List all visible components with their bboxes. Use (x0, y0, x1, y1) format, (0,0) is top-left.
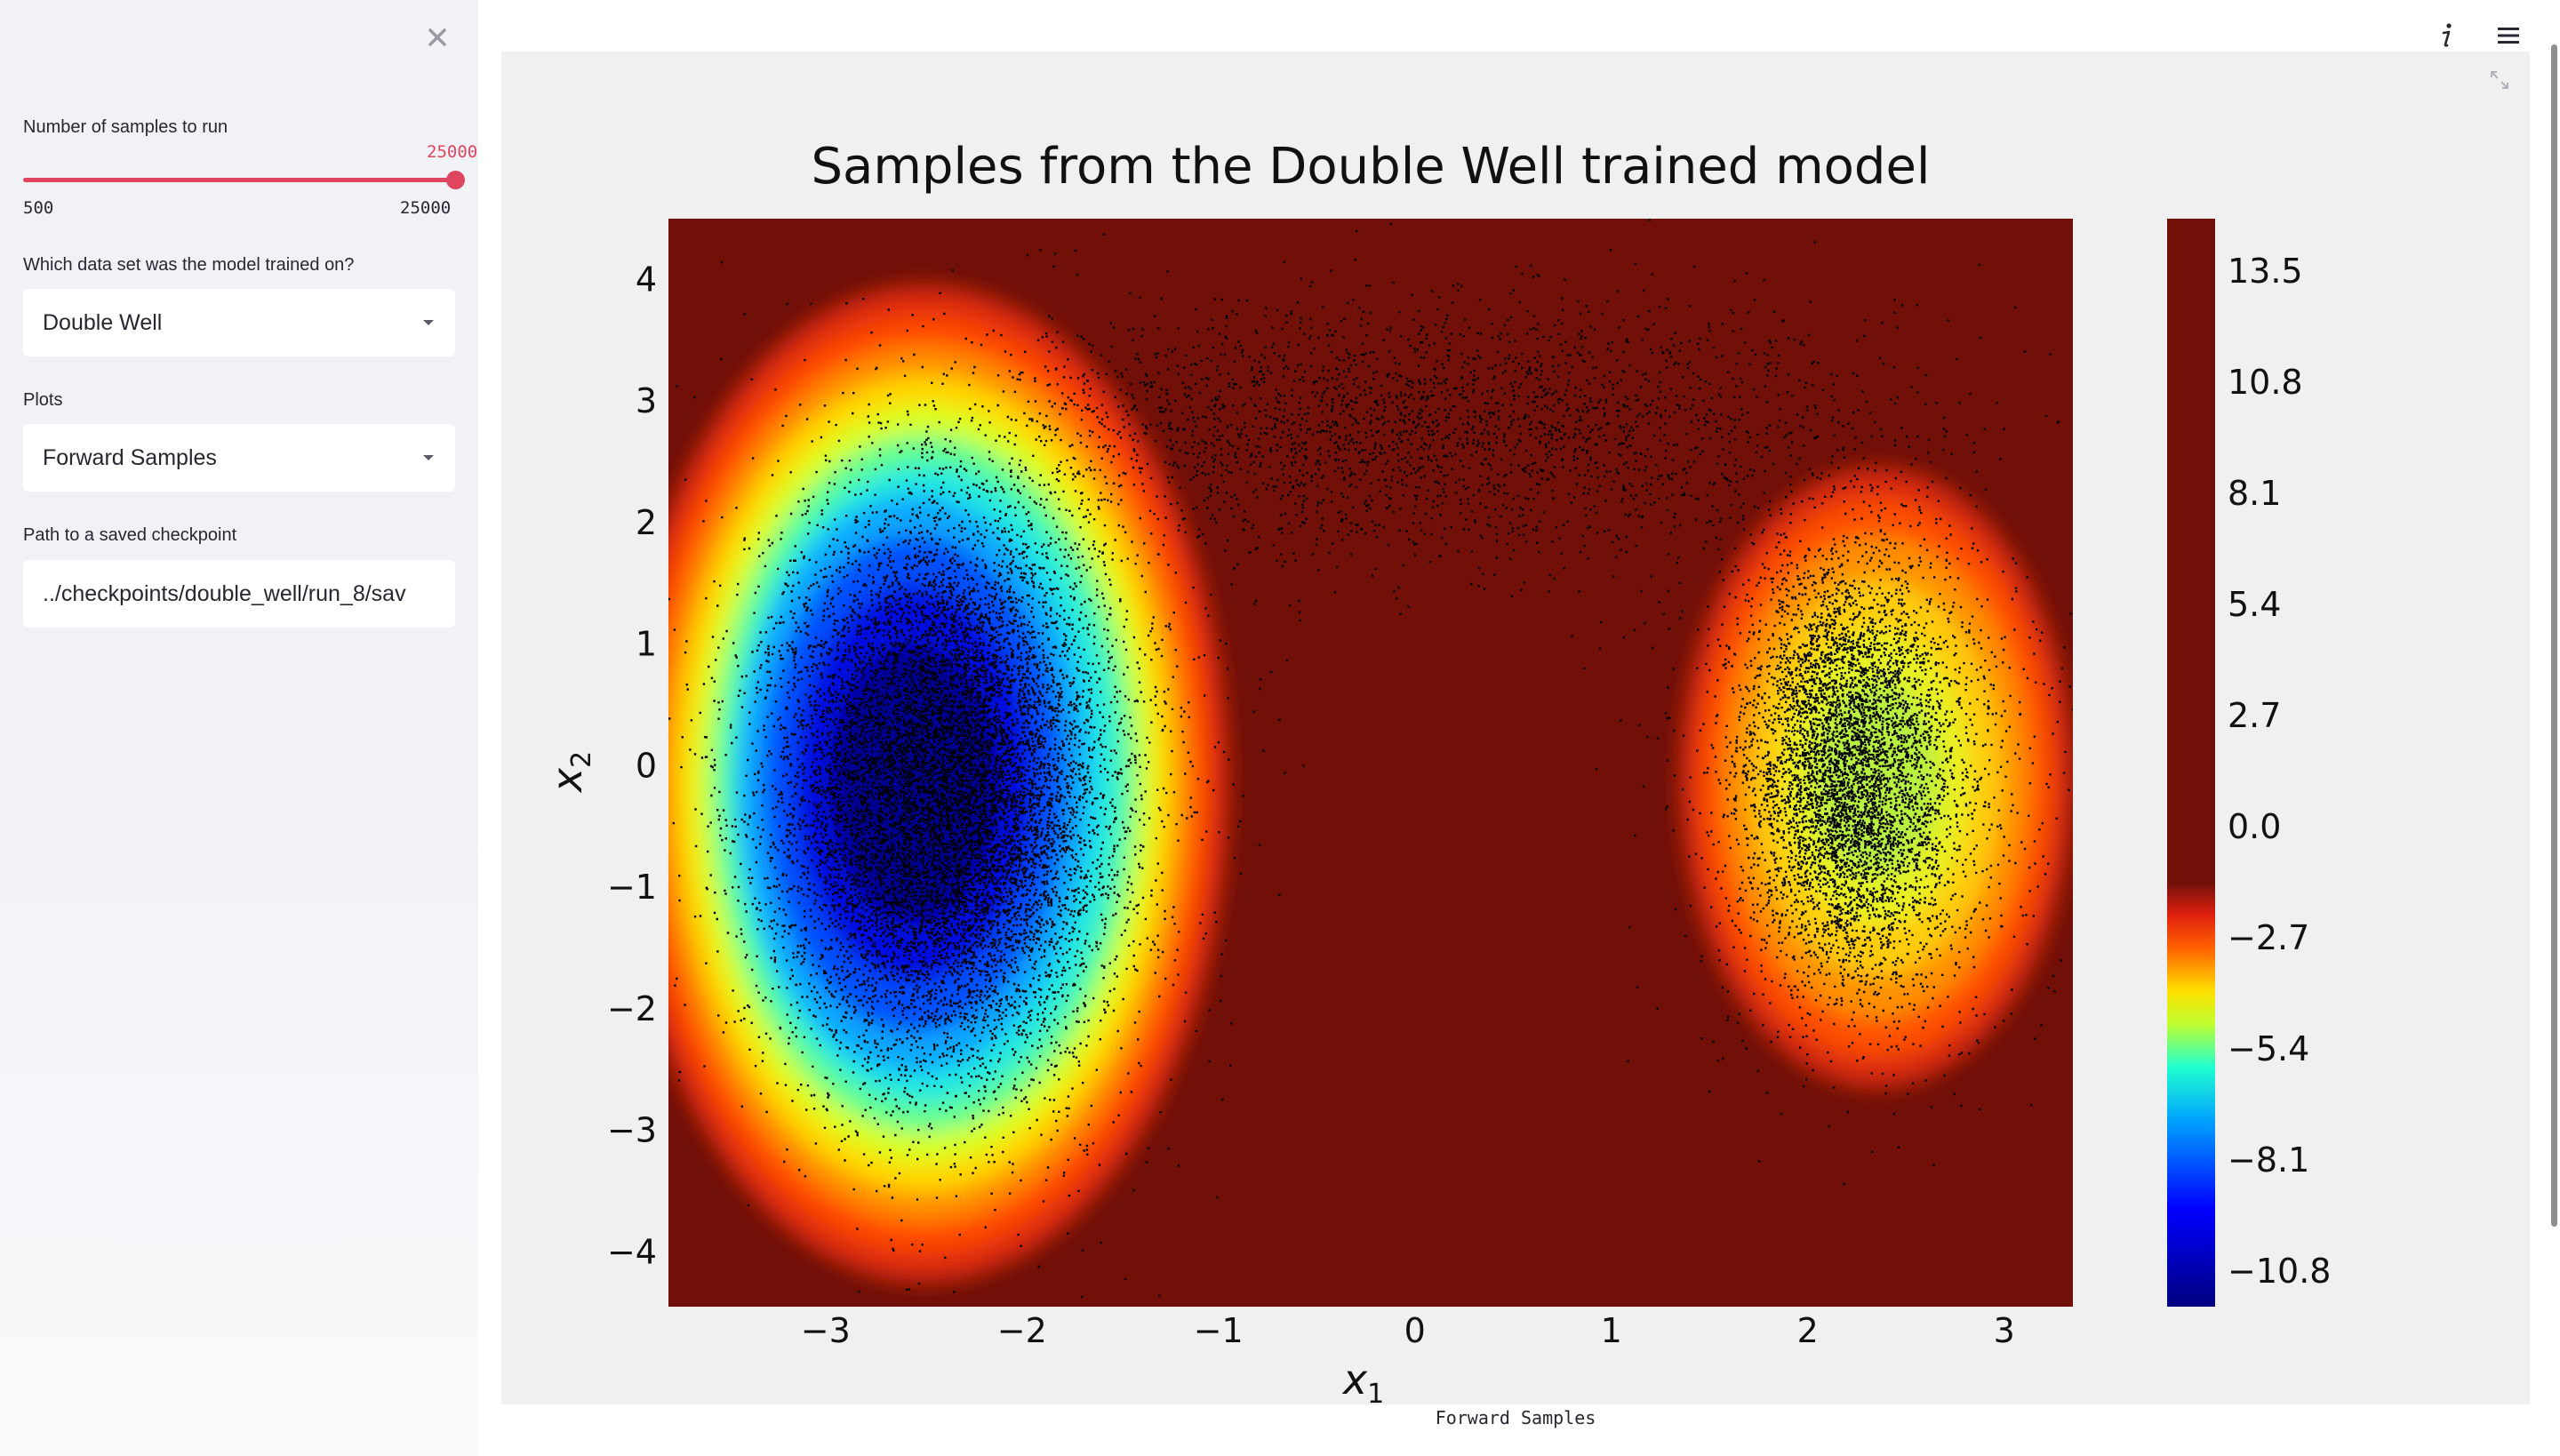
chevron-down-icon (423, 320, 434, 325)
colorbar-ticks: 13.5 10.8 8.1 5.4 2.7 0.0 −2.7 −5.4 −8.1 −10.8 (2228, 252, 2331, 1291)
samples-slider-track[interactable] (23, 178, 455, 182)
y-axis-ticks: −4 −3 −2 −1 0 1 2 3 4 (607, 260, 657, 1271)
y-tick-label: −1 (607, 868, 657, 907)
chart-title: Samples from the Double Well trained mod… (812, 138, 1931, 196)
colorbar-tick-label: 10.8 (2228, 363, 2303, 402)
x-axis-ticks: −3 −2 −1 0 1 2 3 (801, 1311, 2015, 1350)
info-icon (2442, 23, 2452, 47)
x-tick-label: 1 (1601, 1311, 1622, 1350)
dataset-select-value: Double Well (43, 309, 163, 335)
y-axis-label-sub: 2 (566, 751, 597, 768)
chevron-down-icon (423, 455, 434, 460)
figure-container: Samples from the Double Well trained mod… (501, 52, 2530, 1410)
double-well-chart: Samples from the Double Well trained mod… (543, 138, 2331, 1410)
fullscreen-button[interactable] (2480, 60, 2519, 100)
x-tick-label: −3 (801, 1311, 851, 1350)
sample-cluster (1664, 422, 2014, 1148)
x-tick-label: 2 (1797, 1311, 1819, 1350)
y-tick-label: −2 (607, 989, 657, 1028)
colorbar-tick-label: 0.0 (2228, 807, 2281, 846)
y-tick-label: 2 (636, 503, 657, 542)
x-tick-label: −2 (997, 1311, 1047, 1350)
plots-select-label: Plots (23, 390, 63, 410)
y-tick-label: 1 (636, 625, 657, 664)
x-tick-label: 0 (1404, 1311, 1426, 1350)
close-icon (428, 28, 446, 46)
y-tick-label: −3 (607, 1111, 657, 1150)
y-axis-label: x2 (543, 751, 597, 794)
samples-slider-label: Number of samples to run (23, 117, 228, 137)
x-axis-label-main: x (1341, 1356, 1368, 1404)
y-tick-label: 4 (636, 260, 657, 299)
close-sidebar-button[interactable] (418, 18, 457, 57)
colorbar-tick-label: −5.4 (2228, 1029, 2309, 1068)
page-scrollbar[interactable] (2551, 44, 2557, 1227)
y-axis-label-main: x (543, 767, 591, 794)
dataset-select[interactable]: Double Well (23, 289, 455, 356)
fullscreen-icon (2491, 71, 2508, 89)
sidebar: Number of samples to run 25000 500 25000… (0, 0, 478, 1456)
x-axis-label: x1 (1341, 1356, 1384, 1404)
info-button[interactable] (2427, 16, 2466, 55)
colorbar-tick-label: 5.4 (2228, 585, 2281, 624)
hamburger-menu-icon (2498, 28, 2519, 44)
plots-select[interactable]: Forward Samples (23, 424, 455, 492)
left-well (668, 285, 1228, 1283)
samples-slider-max: 25000 (400, 198, 452, 218)
checkpoint-input-label: Path to a saved checkpoint (23, 525, 237, 545)
colorbar-tick-label: −2.7 (2228, 918, 2309, 957)
x-tick-label: −1 (1194, 1311, 1244, 1350)
right-sample-cluster (1664, 422, 2014, 1148)
figure-caption: Forward Samples (1435, 1407, 1596, 1428)
main-menu-button[interactable] (2489, 16, 2528, 55)
colorbar-tick-label: 2.7 (2228, 696, 2281, 735)
colorbar (2167, 219, 2215, 1307)
samples-slider-thumb[interactable] (446, 171, 465, 189)
y-tick-label: 3 (636, 381, 657, 420)
samples-slider-value: 25000 (427, 142, 478, 162)
colorbar-tick-label: 8.1 (2228, 474, 2281, 513)
colorbar-tick-label: −8.1 (2228, 1140, 2309, 1180)
dataset-select-label: Which data set was the model trained on? (23, 255, 355, 275)
plots-select-value: Forward Samples (43, 444, 217, 470)
x-tick-label: 3 (1994, 1311, 2015, 1350)
y-tick-label: −4 (607, 1232, 657, 1271)
checkpoint-path-input[interactable]: ../checkpoints/double_well/run_8/sav (23, 560, 455, 628)
colorbar-tick-label: 13.5 (2228, 252, 2303, 291)
colorbar-tick-label: −10.8 (2228, 1252, 2331, 1291)
sample-points (668, 219, 2073, 1299)
y-tick-label: 0 (636, 746, 657, 785)
x-axis-label-sub: 1 (1367, 1379, 1384, 1404)
samples-slider-min: 500 (23, 198, 54, 218)
